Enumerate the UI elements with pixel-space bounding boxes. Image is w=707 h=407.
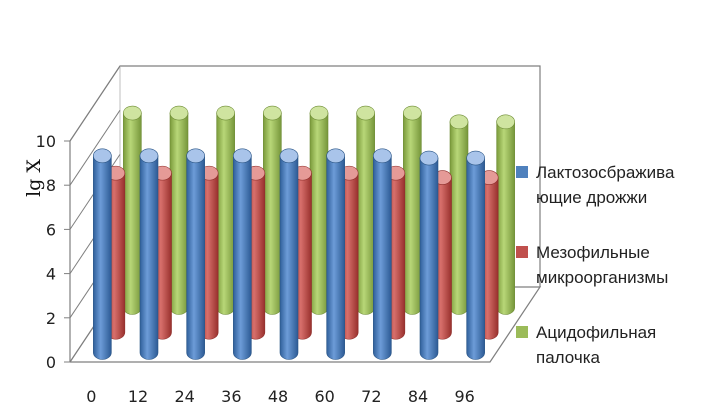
bar	[263, 105, 282, 315]
bar-body	[466, 157, 485, 360]
y-gridline-side	[69, 109, 121, 186]
legend-label: микроорганизмы	[536, 268, 668, 287]
bar-body	[279, 155, 299, 360]
bar-top	[123, 105, 142, 121]
y-axis-label: lg X	[23, 159, 45, 197]
bar-body	[216, 112, 235, 315]
bar-top	[449, 114, 469, 130]
bar-top	[356, 105, 375, 121]
bar	[466, 150, 485, 360]
bar	[309, 105, 329, 315]
bar	[449, 114, 469, 315]
bar-body	[123, 112, 142, 315]
bar-body	[169, 112, 189, 315]
bar	[496, 114, 515, 315]
legend-label: ющие дрожжи	[536, 188, 647, 207]
bar	[139, 148, 159, 360]
bar	[326, 148, 345, 360]
bar-top	[373, 148, 392, 164]
bar-top	[309, 105, 329, 121]
bar-body	[186, 155, 205, 360]
legend-swatch	[516, 326, 528, 338]
bar	[356, 105, 375, 315]
bar-body	[309, 112, 329, 315]
bar-body	[326, 155, 345, 360]
y-tick-label: 8	[46, 176, 56, 195]
bar-body	[356, 112, 375, 315]
bar	[93, 148, 112, 360]
bar-body	[496, 121, 515, 315]
legend-label: палочка	[536, 348, 601, 367]
bar-top	[419, 150, 439, 166]
chart-bars	[93, 105, 515, 360]
bar	[216, 105, 235, 315]
bar-body	[419, 157, 439, 360]
bar-body	[373, 155, 392, 360]
x-tick-label: 36	[221, 387, 241, 406]
bar	[233, 148, 252, 360]
x-axis-ticks: 0 12 24 36 48 60 72 84 96	[86, 387, 475, 406]
bar-top	[263, 105, 282, 121]
y-tick-label: 0	[46, 353, 56, 372]
bar-top	[93, 148, 112, 164]
bar-body	[93, 155, 112, 360]
legend: Лактозосбражива ющие дрожжи Мезофильные мик…	[516, 163, 675, 367]
x-tick-label: 96	[454, 387, 474, 406]
bar	[403, 105, 422, 315]
bar-body	[403, 112, 422, 315]
bar-top	[279, 148, 299, 164]
x-tick-label: 0	[86, 387, 96, 406]
legend-swatch	[516, 246, 528, 258]
y-tick-label: 4	[46, 265, 56, 284]
bar-top	[496, 114, 515, 130]
bar	[186, 148, 205, 360]
bar	[373, 148, 392, 360]
bar-top	[216, 105, 235, 121]
x-tick-label: 12	[128, 387, 148, 406]
bar-top	[466, 150, 485, 166]
x-tick-label: 84	[408, 387, 428, 406]
bar-body	[139, 155, 159, 360]
bar-top	[326, 148, 345, 164]
bar-top	[139, 148, 159, 164]
x-tick-label: 72	[361, 387, 381, 406]
bar-top	[186, 148, 205, 164]
legend-label: Мезофильные	[536, 243, 650, 262]
x-tick-label: 24	[174, 387, 194, 406]
y-tick-label: 2	[46, 309, 56, 328]
legend-label: Ацидофильная	[536, 323, 656, 342]
bar	[279, 148, 299, 360]
bar-top	[233, 148, 252, 164]
y-tick-label: 6	[46, 220, 56, 239]
legend-swatch	[516, 166, 528, 178]
bar	[419, 150, 439, 360]
bar-top	[169, 105, 189, 121]
bar	[169, 105, 189, 315]
bar-body	[263, 112, 282, 315]
x-tick-label: 48	[268, 387, 288, 406]
bar	[123, 105, 142, 315]
y-tick-label: 10	[36, 132, 56, 151]
legend-label: Лактозосбражива	[536, 163, 675, 182]
bar-body	[233, 155, 252, 360]
bar-top	[403, 105, 422, 121]
bar-body	[449, 121, 469, 315]
x-tick-label: 60	[314, 387, 334, 406]
y-gridline-side	[69, 65, 121, 142]
